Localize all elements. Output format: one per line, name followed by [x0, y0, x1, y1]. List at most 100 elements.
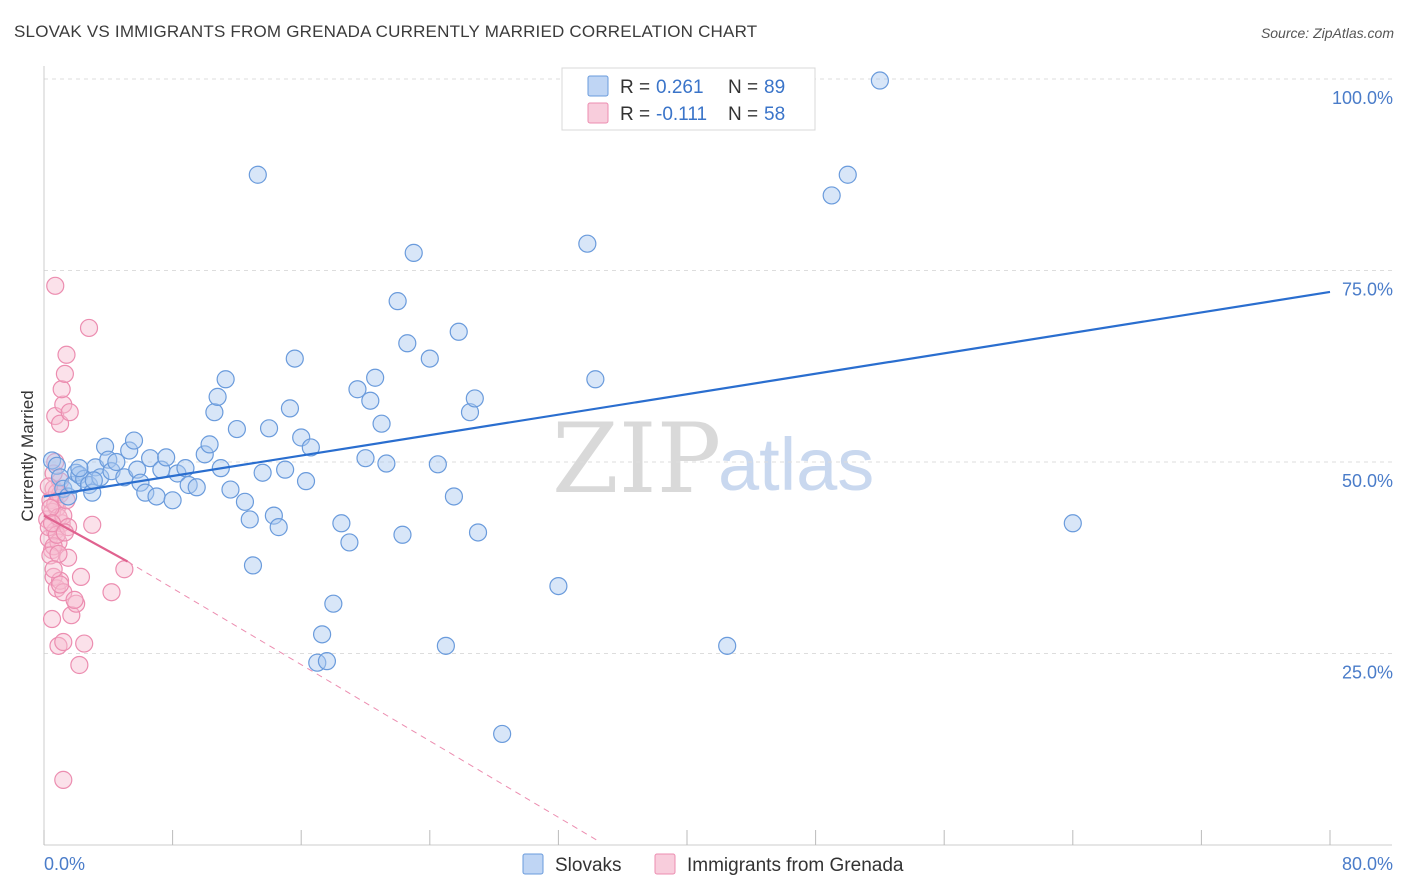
slovaks-point	[870, 71, 890, 90]
bottom-legend-swatch-slovaks	[522, 853, 544, 875]
slovaks-point	[205, 403, 224, 422]
slovaks-point	[187, 478, 206, 497]
grenada-point	[42, 609, 62, 629]
x-tick-label-min: 0.0%	[44, 854, 85, 874]
grenada-point	[102, 583, 121, 602]
grenada-point	[70, 655, 89, 675]
slovaks-point	[377, 454, 396, 473]
y-axis-title: Currently Married	[18, 390, 37, 521]
slovaks-point	[465, 389, 484, 408]
bottom-legend-label-slovaks: Slovaks	[555, 855, 622, 876]
bottom-legend-label-grenada: Immigrants from Grenada	[687, 855, 904, 876]
slovaks-point	[163, 491, 182, 510]
slovaks-point	[269, 518, 288, 537]
grenada-point	[60, 403, 79, 422]
slovaks-point	[47, 456, 66, 475]
legend-n-value-1: 89	[764, 77, 785, 98]
slovaks-point	[292, 428, 311, 447]
y-tick-label: 75.0%	[1342, 280, 1393, 300]
slovaks-point	[70, 459, 89, 478]
bottom-legend-swatch-grenada	[654, 853, 676, 875]
slovaks-point	[253, 463, 272, 482]
slovaks-point	[312, 625, 332, 644]
slovaks-point	[822, 186, 841, 205]
slovaks-point	[140, 449, 160, 468]
slovaks-point	[718, 636, 737, 655]
watermark-atlas: atlas	[718, 423, 874, 506]
x-tick-label-max: 80.0%	[1342, 854, 1393, 874]
slovaks-point	[240, 510, 259, 529]
source-credit: Source: ZipAtlas.com	[1260, 25, 1394, 41]
slovaks-point	[301, 438, 320, 457]
slovaks-trend-line	[43, 290, 1331, 498]
slovaks-point	[235, 492, 255, 511]
gridlines	[44, 78, 1392, 654]
slovaks-point	[208, 387, 227, 406]
slovaks-point	[838, 165, 857, 184]
slovaks-point	[285, 349, 304, 368]
slovaks-point	[120, 441, 139, 460]
legend-r-value-1: 0.261	[656, 77, 704, 98]
slovaks-point	[317, 652, 337, 671]
slovaks-point	[264, 506, 283, 525]
slovaks-point	[216, 370, 235, 389]
slovaks-point	[276, 460, 295, 479]
slovaks-point	[361, 391, 380, 410]
slovaks-point	[388, 292, 407, 311]
slovaks-point	[586, 370, 605, 389]
slovaks-point	[404, 243, 423, 262]
slovaks-point	[221, 480, 240, 499]
slovaks-point	[324, 594, 343, 613]
series-grenada-points	[38, 276, 134, 789]
slovaks-point	[460, 403, 480, 422]
legend-r-label-1: R =	[620, 77, 650, 98]
legend-n-value-2: 58	[764, 104, 785, 125]
slovaks-point	[449, 322, 468, 341]
slovaks-point	[42, 451, 62, 470]
slovaks-point	[348, 380, 367, 399]
grenada-trend-extension	[127, 561, 599, 842]
slovaks-point	[107, 452, 126, 472]
grenada-point	[59, 548, 78, 567]
grenada-point	[83, 515, 102, 534]
slovaks-point	[436, 636, 455, 655]
slovaks-point	[549, 576, 568, 596]
grenada-point	[50, 575, 70, 594]
grenada-point	[54, 632, 73, 652]
slovaks-point	[200, 435, 219, 454]
grenada-trend-line	[43, 514, 129, 563]
slovaks-point	[243, 556, 263, 575]
grenada-point	[62, 606, 81, 625]
series-slovaks-points	[42, 71, 1082, 744]
slovaks-point	[393, 525, 412, 544]
grenada-point	[49, 544, 68, 564]
slovaks-point	[356, 449, 375, 468]
slovaks-point	[578, 234, 597, 253]
slovaks-point	[444, 487, 464, 506]
grenada-point	[71, 567, 91, 587]
grenada-point	[50, 571, 70, 590]
slovaks-point	[493, 724, 512, 744]
grenada-point	[54, 770, 73, 789]
grenada-point	[52, 380, 71, 399]
grenada-point	[42, 514, 62, 533]
grenada-point	[57, 345, 76, 364]
grenada-point	[44, 560, 63, 579]
slovaks-point	[420, 349, 439, 368]
slovaks-point	[428, 455, 447, 474]
slovaks-point	[259, 419, 279, 438]
legend-r-value-2: -0.111	[656, 104, 707, 125]
slovaks-point	[366, 368, 385, 387]
slovaks-point	[296, 472, 316, 491]
y-tick-label: 25.0%	[1342, 663, 1393, 683]
bottom-legend: Slovaks Immigrants from Grenada	[522, 853, 904, 876]
slovaks-point	[280, 399, 300, 418]
slovaks-point	[1063, 514, 1082, 533]
slovaks-point	[195, 445, 214, 464]
slovaks-point	[157, 448, 176, 467]
slovaks-point	[248, 165, 267, 184]
grenada-point	[41, 498, 60, 518]
slovaks-point	[136, 483, 155, 502]
y-tick-label: 50.0%	[1342, 471, 1393, 491]
